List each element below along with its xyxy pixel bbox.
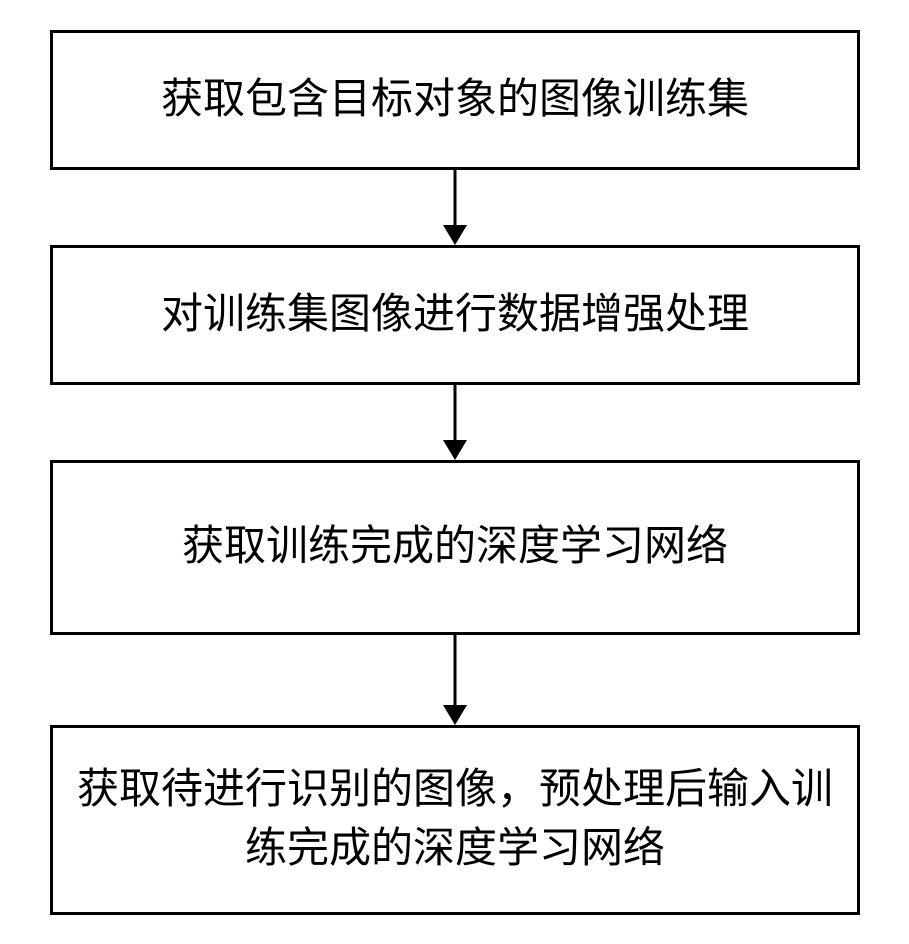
arrow-3-4-line: [453, 635, 456, 705]
arrow-2-3: [440, 385, 470, 460]
step-4-label: 获取待进行识别的图像，预处理后输入训练完成的深度学习网络: [73, 761, 837, 879]
step-2-box: 对训练集图像进行数据增强处理: [50, 245, 860, 385]
flowchart-container: 获取包含目标对象的图像训练集 对训练集图像进行数据增强处理 获取训练完成的深度学…: [0, 0, 909, 944]
step-1-box: 获取包含目标对象的图像训练集: [50, 30, 860, 170]
step-2-label: 对训练集图像进行数据增强处理: [161, 286, 749, 345]
arrow-2-3-line: [453, 385, 456, 440]
arrow-1-2-head: [443, 225, 467, 245]
arrow-1-2-line: [453, 170, 456, 225]
step-1-label: 获取包含目标对象的图像训练集: [161, 71, 749, 130]
arrow-3-4: [440, 635, 470, 725]
step-3-box: 获取训练完成的深度学习网络: [50, 460, 860, 635]
step-4-box: 获取待进行识别的图像，预处理后输入训练完成的深度学习网络: [50, 725, 860, 915]
arrow-2-3-head: [443, 440, 467, 460]
arrow-1-2: [440, 170, 470, 245]
step-3-label: 获取训练完成的深度学习网络: [182, 518, 728, 577]
arrow-3-4-head: [443, 705, 467, 725]
